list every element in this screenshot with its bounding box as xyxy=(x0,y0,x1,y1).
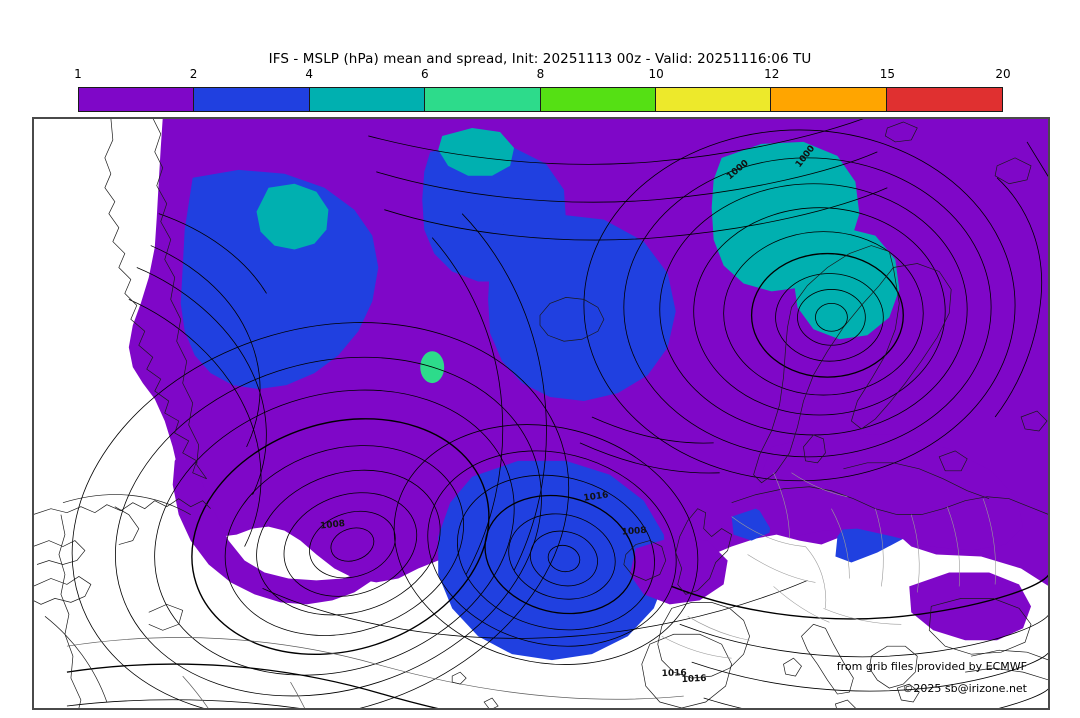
coastlines xyxy=(33,118,1049,709)
colorbar-tick-10: 10 xyxy=(648,67,664,81)
map-canvas[interactable]: 1008 1016 1008 1016 1000 1000 1016 xyxy=(32,117,1050,710)
credit-copyright: ©2025 sb@irizone.net xyxy=(902,682,1027,695)
colorbar-segment-4-6 xyxy=(309,88,426,111)
colorbar-tick-6: 6 xyxy=(421,67,429,81)
colorbar-segment-6-8 xyxy=(425,88,541,111)
country-borders xyxy=(661,472,996,659)
colorbar-tick-12: 12 xyxy=(764,67,780,81)
map-svg: 1008 1016 1008 1016 1000 1000 1016 xyxy=(33,118,1049,709)
svg-text:1008: 1008 xyxy=(320,519,346,532)
colorbar-tick-2: 2 xyxy=(189,67,198,81)
svg-text:1016: 1016 xyxy=(662,668,687,679)
credit-source: from grib files provided by ECMWF xyxy=(836,660,1027,673)
colorbar-segment-1-2 xyxy=(79,88,195,111)
colorbar-tick-4: 4 xyxy=(305,67,314,81)
colorbar-tick-20: 20 xyxy=(995,67,1011,81)
colorbar-segment-2-4 xyxy=(194,88,310,111)
colorbar-segment-8-10 xyxy=(540,88,656,111)
colorbar-tick-15: 15 xyxy=(879,67,896,81)
isobar-contours xyxy=(66,118,1049,709)
svg-text:1008: 1008 xyxy=(621,526,647,538)
colorbar-tick-8: 8 xyxy=(536,67,545,81)
colorbar-segment-15-20 xyxy=(886,88,1002,111)
colorbar-segment-12-15 xyxy=(771,88,887,111)
colorbar-segment-10-12 xyxy=(655,88,772,111)
svg-text:1016: 1016 xyxy=(583,490,609,503)
colorbar: 1 2 4 6 8 10 12 15 20 xyxy=(74,67,1011,112)
colorbar-gradient xyxy=(78,87,1003,112)
colorbar-tick-1: 1 xyxy=(74,67,82,81)
page-title: IFS - MSLP (hPa) mean and spread, Init: … xyxy=(268,51,812,67)
spread-shading xyxy=(128,118,1049,661)
svg-text:1016: 1016 xyxy=(681,674,706,685)
